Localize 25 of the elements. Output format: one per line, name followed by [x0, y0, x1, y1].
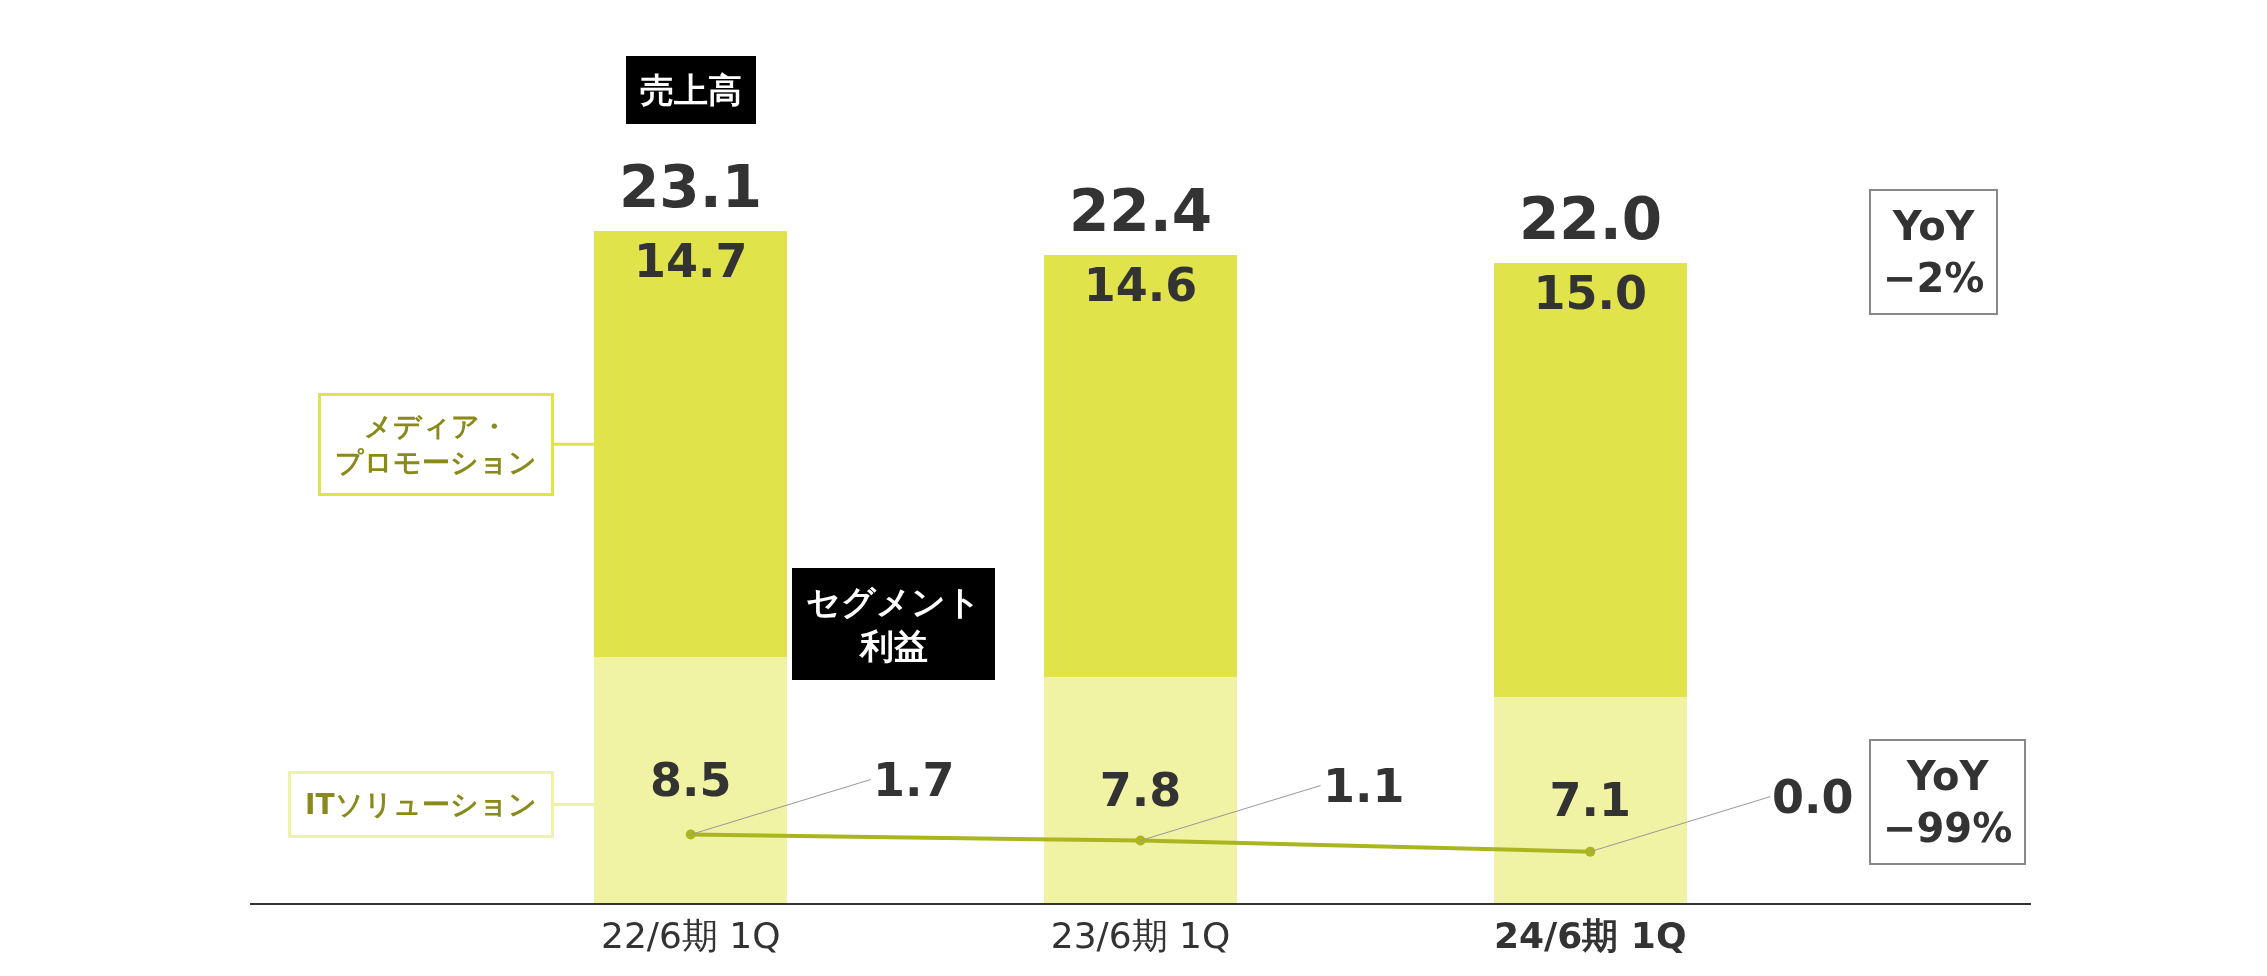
annotation: YoY −99% [1883, 753, 2013, 851]
bar [1493, 697, 1687, 903]
data-label: 1.7 [873, 753, 955, 807]
data-label: 7.8 [1099, 763, 1182, 818]
bar [1043, 677, 1238, 903]
annotation: セグメント利益 [806, 582, 981, 667]
total-label: 22.4 [1069, 177, 1213, 245]
data-label: 14.7 [634, 234, 748, 289]
x-tick-label: 24/6期 1Q [1494, 915, 1687, 957]
data-label: 8.5 [650, 752, 732, 807]
bar [1043, 254, 1238, 678]
x-tick-label: 23/6期 1Q [1050, 915, 1231, 957]
data-label: 7.1 [1549, 773, 1631, 828]
data-label: 14.6 [1083, 257, 1198, 312]
total-label: 23.1 [619, 153, 763, 221]
bar [1493, 263, 1687, 698]
legend-label: ITソリューション [305, 788, 537, 821]
text: 売上高 [640, 70, 742, 110]
x-tick-label: 22/6期 1Q [600, 915, 781, 957]
data-label: 1.1 [1323, 759, 1405, 813]
annotation: YoY −2% [1883, 203, 1985, 301]
legend-label: メディア・プロモーション [335, 410, 537, 480]
data-label: 0.0 [1772, 770, 1854, 824]
data-label: 15.0 [1533, 266, 1647, 321]
total-label: 22.0 [1519, 185, 1663, 253]
